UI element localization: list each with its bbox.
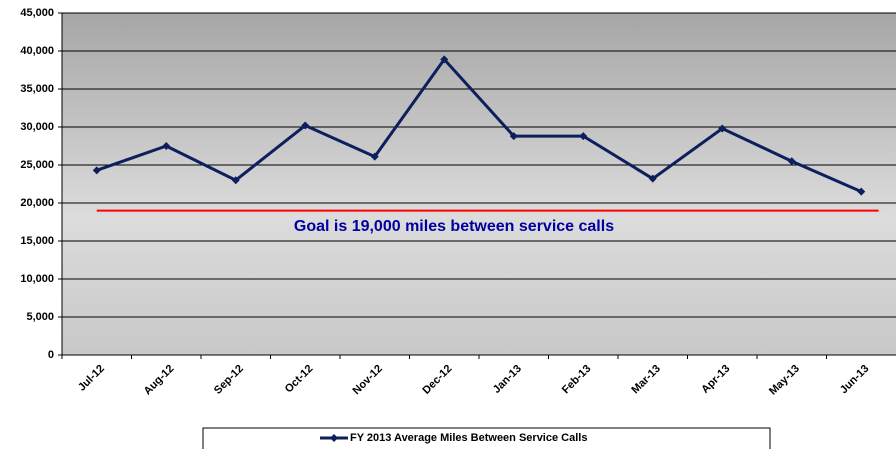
y-tick-label: 0	[48, 349, 54, 361]
y-tick-label: 20,000	[20, 197, 54, 209]
x-tick-label: Sep-12	[212, 363, 246, 397]
legend-marker	[330, 434, 338, 442]
y-tick-label: 30,000	[20, 121, 54, 133]
goal-label: Goal is 19,000 miles between service cal…	[294, 218, 614, 235]
x-tick-label: May-13	[767, 363, 802, 398]
y-tick-label: 35,000	[20, 83, 54, 95]
legend-box	[202, 427, 771, 449]
x-tick-label: Jul-12	[76, 363, 107, 394]
y-tick-label: 15,000	[20, 235, 54, 247]
y-tick-label: 45,000	[20, 7, 54, 19]
point	[162, 142, 171, 150]
y-tick-label: 10,000	[20, 273, 54, 285]
y-tick-label: 25,000	[20, 159, 54, 171]
point	[857, 187, 866, 196]
plot-area	[62, 13, 896, 355]
x-tick-label: Feb-13	[560, 363, 594, 397]
point	[787, 157, 796, 166]
series-line	[96, 56, 862, 193]
point	[231, 176, 240, 185]
point	[370, 152, 379, 161]
x-tick-label: Apr-13	[699, 363, 732, 396]
x-tick-label: Aug-12	[142, 363, 177, 398]
y-tick-label: 40,000	[20, 45, 54, 57]
point	[440, 55, 449, 64]
y-tick-label: 5,000	[26, 311, 54, 323]
legend-label: FY 2013 Average Miles Between Service Ca…	[350, 432, 587, 444]
point	[92, 166, 101, 175]
x-tick-label: Mar-13	[629, 363, 663, 397]
x-tick-label: Oct-12	[283, 363, 316, 396]
point	[301, 121, 310, 130]
x-tick-label: Jun-13	[838, 363, 872, 397]
point	[579, 132, 588, 141]
x-tick-label: Dec-12	[420, 363, 454, 397]
x-tick-label: Jan-13	[491, 363, 524, 396]
x-tick-label: Nov-12	[350, 363, 384, 397]
point	[509, 132, 518, 141]
point	[648, 174, 657, 183]
point	[718, 124, 727, 133]
